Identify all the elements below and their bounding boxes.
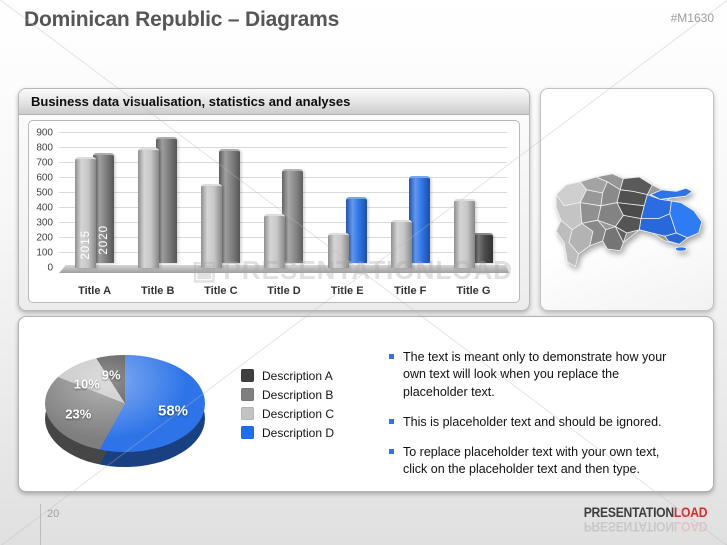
pie-gloss [45,355,205,452]
bar-group [316,133,379,268]
category-label: Title G [456,285,491,297]
legend-item: Description A [241,369,359,383]
bar-chart: 0 100 200 300 400 500 600 700 800 900 2015 2020 T… [28,120,520,303]
category-label: Title B [141,285,175,297]
bar-2015 [264,213,286,268]
watermark: ▣ PRESENTATIONLOAD [191,255,513,285]
bar-2015 [327,233,349,268]
pie-surface [45,355,205,452]
legend-item: Description D [241,426,359,440]
legend-label: Description D [262,425,335,440]
bar-group [252,133,315,268]
page-number: 20 [47,508,60,520]
legend-label: Description A [262,368,333,383]
y-tick-label: 400 [36,202,53,214]
bar-2015 [453,199,475,268]
pie-panel: 58% 23% 10% 9% Description A Description B … [18,316,714,492]
footer-divider [40,504,41,545]
bar-2015 [390,219,412,268]
category-label: Title F [394,285,427,297]
bar-chart-panel: Business data visualisation, statistics … [18,88,530,311]
pie-slice-label: 23% [65,406,92,422]
pie-slice-label: 58% [157,402,189,420]
bar-group: 2015 2020 [63,133,126,268]
presentationload-logo: PRESENTATIONLOAD [583,505,708,520]
bar-group [442,133,505,268]
bar-2020 [156,136,178,263]
y-tick-label: 900 [36,127,53,139]
panel-header: Business data visualisation, statistics … [19,89,529,115]
gridline [59,162,507,163]
legend-swatch [241,369,254,382]
bar-2020 [282,168,304,263]
pie-slice-label: 10% [73,376,100,392]
legend-label: Description C [262,406,335,421]
gridline [59,147,507,148]
legend-swatch [241,426,254,439]
bar-2015: 2015 [75,156,97,268]
bar-2015 [201,183,223,268]
bar-2020 [471,233,493,263]
bar-2020 [345,197,367,263]
bar-2020: 2020 [93,153,115,263]
pie-chart: 58% 23% 10% 9% [39,329,217,479]
category-label: Title A [78,285,112,297]
bullet-item: This is placeholder text and should be i… [389,414,685,431]
y-tick-label: 200 [36,232,53,244]
bullet-item: To replace placeholder text with your ow… [389,444,685,479]
bar-group [379,133,442,268]
bar-group [189,133,252,268]
presentationload-logo-icon: ▣ [191,255,218,285]
chart-floor [59,265,509,273]
map-card [540,88,714,311]
y-tick-label: 300 [36,217,53,229]
y-tick-label: 600 [36,172,53,184]
category-label: Title E [330,285,364,297]
dominican-republic-map [555,173,703,267]
series-label-2015: 2015 [79,230,92,260]
bar-2020 [219,148,241,263]
bar-2015 [138,147,160,268]
gridline [59,132,507,133]
bullet-square-icon [389,354,394,359]
bar-2020 [408,175,430,263]
legend-item: Description C [241,407,359,421]
legend-item: Description B [241,388,359,402]
bullet-square-icon [389,418,394,424]
bar-group [126,133,189,268]
bullet-item: The text is meant only to demonstrate ho… [389,349,685,401]
pie-slice-label: 9% [101,367,121,383]
category-label: Title C [204,285,238,297]
bullet-square-icon [389,449,394,454]
legend-swatch [241,388,254,401]
page-title: Dominican Republic – Diagrams [24,8,340,31]
y-tick-label: 500 [36,187,53,199]
y-tick-label: 100 [36,247,53,259]
category-label: Title D [267,285,301,297]
bullet-list: The text is meant only to demonstrate ho… [359,317,713,492]
y-tick-label: 0 [47,262,53,274]
presentationload-logo-reflection: PRESENTATIONLOAD [583,519,707,534]
template-id: #M1630 [670,11,714,25]
legend-swatch [241,407,254,420]
y-tick-label: 700 [36,157,53,169]
series-label-2020: 2020 [97,225,110,255]
x-axis-labels: Title A Title B Title C Title D Title E Title… [63,285,505,297]
legend-label: Description B [262,387,334,402]
y-tick-label: 800 [36,142,53,154]
pie-legend: Description A Description B Description … [241,364,359,445]
y-axis: 0 100 200 300 400 500 600 700 800 900 [29,128,59,274]
bar-plot: 2015 2020 [59,132,507,268]
